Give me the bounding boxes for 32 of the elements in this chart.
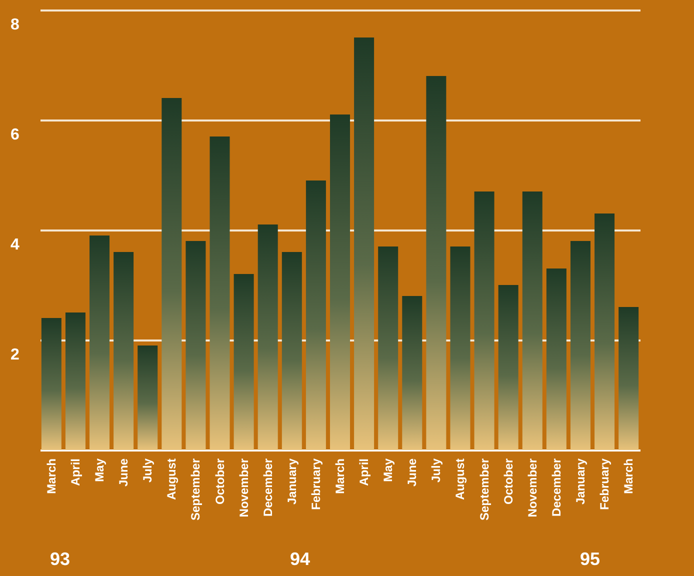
x-tick-label: August	[453, 458, 468, 500]
x-tick-label: February	[598, 458, 612, 510]
y-tick-label: 6	[10, 126, 20, 144]
x-tick-label: October	[212, 458, 227, 505]
x-tick-label: March	[622, 458, 636, 494]
y-tick-label: 8	[10, 16, 20, 34]
x-tick-label: June	[116, 458, 131, 487]
x-tick-label: May	[92, 458, 107, 482]
x-tick-label: March	[44, 458, 58, 494]
text: 93	[50, 549, 70, 569]
x-tick-label: August	[164, 458, 179, 500]
x-tick-label: July	[429, 458, 444, 483]
text: 95	[580, 549, 600, 569]
x-tick-label: November	[236, 458, 251, 518]
x-tick-label: November	[525, 458, 540, 518]
x-tick-label: April	[68, 458, 82, 486]
x-tick-label: March	[333, 458, 347, 494]
x-tick-label: October	[501, 458, 516, 505]
x-tick-label: April	[357, 458, 372, 486]
x-tick-label: December	[260, 458, 275, 517]
x-tick-label: January	[284, 458, 299, 505]
x-tick-label: July	[140, 458, 155, 483]
y-tick-label: 2	[10, 346, 20, 364]
y-tick-label: 4	[10, 236, 20, 254]
x-tick-label: June	[405, 458, 420, 487]
x-tick-label: February	[308, 458, 323, 510]
text: 94	[290, 549, 310, 569]
x-tick-label: September	[188, 458, 203, 521]
x-tick-label: December	[549, 458, 564, 517]
x-tick-label: September	[477, 458, 492, 521]
x-tick-label: January	[573, 458, 588, 505]
x-tick-label: May	[381, 458, 396, 482]
